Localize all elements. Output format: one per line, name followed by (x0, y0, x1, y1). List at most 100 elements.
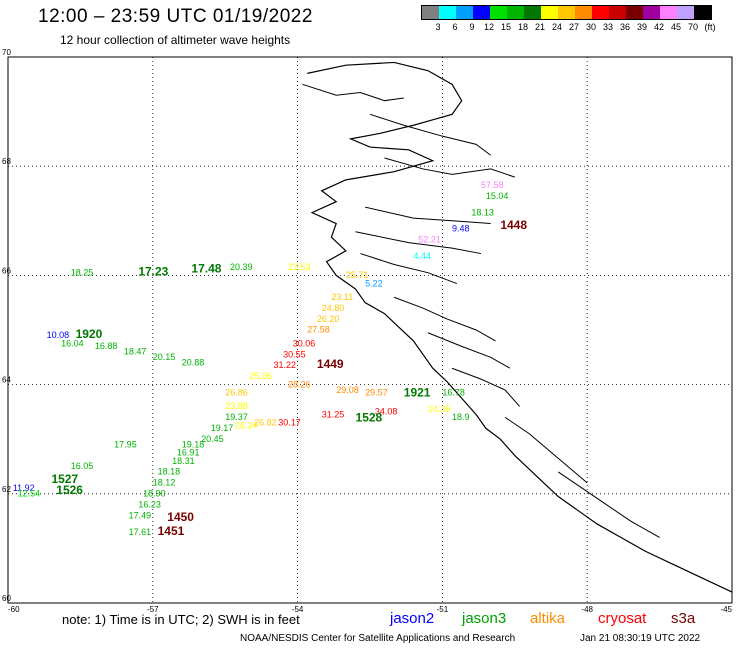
wave-height-label: 19.18 (182, 439, 205, 449)
map-frame (7, 56, 733, 604)
legend-label: 15 (500, 22, 512, 32)
wave-height-label: 18.25 (71, 267, 94, 277)
color-legend: 3 6 9 12 15 18 21 24 27 30 33 36 39 42 45 70 (ft) (421, 5, 716, 34)
legend-swatch (422, 6, 439, 19)
legend-swatch (507, 6, 524, 19)
legend-swatch (677, 6, 694, 19)
wave-height-label: 9.48 (452, 224, 470, 234)
wave-height-label: 19.37 (225, 412, 248, 422)
wave-height-label: 30.06 (293, 338, 316, 348)
footer-note: note: 1) Time is in UTC; 2) SWH is in fe… (62, 612, 300, 627)
wave-height-label: 26.20 (317, 314, 340, 324)
wave-height-label: 20.15 (153, 352, 176, 362)
fjord-line (451, 367, 521, 407)
pass-time-label: 1449 (317, 357, 344, 371)
legend-label: 9 (469, 22, 475, 32)
wave-height-label: 18.12 (153, 478, 176, 488)
wave-height-label: 18.47 (124, 347, 147, 357)
wave-height-label: 16.04 (61, 338, 84, 348)
legend-swatch (439, 6, 456, 19)
legend-swatch (694, 6, 711, 19)
wave-height-label: 27.58 (307, 325, 330, 335)
wave-height-label: 11.92 (13, 483, 35, 493)
lat-tick-label: 64 (2, 376, 11, 385)
lat-tick-label: 66 (2, 266, 11, 275)
wave-height-label: 30.55 (283, 349, 306, 359)
lat-tick-label: 68 (2, 157, 11, 166)
wave-height-label: 26.86 (225, 388, 248, 398)
legend-swatch-bar (421, 5, 712, 20)
legend-swatch (626, 6, 643, 19)
credit-text: NOAA/NESDIS Center for Satellite Applica… (240, 633, 516, 644)
wave-height-label: 17.49 (129, 510, 152, 520)
wave-height-label: 16.23 (138, 499, 161, 509)
pass-time-label: 1527 (51, 472, 78, 486)
legend-label: 3 (435, 22, 441, 32)
fjord-line (360, 253, 458, 285)
wave-height-label: 12.54 (18, 489, 41, 499)
legend-label: 42 (653, 22, 665, 32)
fjord-line (384, 157, 515, 178)
pass-time-label: 1920 (76, 327, 103, 341)
legend-swatch (575, 6, 592, 19)
wave-height-label: 20.39 (230, 262, 253, 272)
page-title: 12:00 – 23:59 UTC 01/19/2022 (38, 6, 313, 27)
wave-height-label: 28.26 (288, 379, 311, 389)
legend-label: 39 (636, 22, 648, 32)
wave-height-label: 25.34 (235, 420, 258, 430)
lon-tick-label: -54 (292, 605, 304, 614)
legend-label: 33 (602, 22, 614, 32)
wave-height-label: 34.08 (375, 407, 398, 417)
wave-height-label: 18.9 (452, 412, 470, 422)
timestamp-text: Jan 21 08:30:19 UTC 2022 (580, 633, 701, 644)
satellite-label-jason3: jason3 (462, 610, 507, 627)
wave-height-label: 16.88 (95, 341, 118, 351)
wave-height-label: 16.91 (177, 448, 200, 458)
wave-height-label: 18.13 (471, 207, 494, 217)
lon-tick-label: -60 (8, 605, 20, 614)
wave-height-label: 16.78 (442, 388, 465, 398)
legend-label: 24 (551, 22, 563, 32)
wave-height-label: 31.25 (322, 409, 345, 419)
legend-label: 18 (517, 22, 529, 32)
legend-label: 6 (452, 22, 458, 32)
wave-height-label: 15.04 (486, 191, 509, 201)
legend-label: 12 (483, 22, 495, 32)
lon-tick-label: -51 (437, 605, 449, 614)
wave-height-label: 31.22 (273, 360, 296, 370)
wave-height-label: 16.05 (71, 461, 94, 471)
satellite-label-s3a: s3a (671, 610, 696, 627)
fjord-line (365, 206, 491, 225)
wave-height-label: 29.57 (365, 388, 388, 398)
legend-label: (ft) (704, 22, 716, 32)
wave-height-label: 22.53 (288, 262, 311, 272)
legend-label: 70 (687, 22, 699, 32)
legend-swatch (609, 6, 626, 19)
wave-height-label: 52.21 (418, 235, 441, 245)
wave-height-label: 5.22 (365, 278, 383, 288)
wave-height-label: 26.82 (254, 418, 277, 428)
wave-height-label: 57.58 (481, 180, 504, 190)
wave-height-label: 25.71 (346, 270, 369, 280)
satellite-label-cryosat: cryosat (598, 610, 647, 627)
lon-tick-label: -48 (581, 605, 593, 614)
fjord-line (393, 296, 496, 342)
legend-swatch (592, 6, 609, 19)
legend-label: 36 (619, 22, 631, 32)
pass-time-label: 1450 (167, 510, 194, 524)
legend-label: 21 (534, 22, 546, 32)
pass-time-label: 17.48 (191, 262, 221, 276)
lon-tick-label: -45 (720, 605, 732, 614)
lat-tick-label: 70 (2, 48, 11, 57)
wave-height-label: 18.31 (172, 456, 195, 466)
fjord-line (302, 83, 404, 102)
wave-height-label: 17.95 (114, 439, 137, 449)
lat-tick-label: 60 (2, 594, 11, 603)
legend-label: 30 (585, 22, 597, 32)
legend-swatch (473, 6, 490, 19)
legend-swatch (456, 6, 473, 19)
satellite-label-altika: altika (530, 610, 566, 627)
lat-tick-label: 62 (2, 485, 11, 494)
legend-labels: 3 6 9 12 15 18 21 24 27 30 33 36 39 42 45 70 (ft) (421, 20, 715, 34)
